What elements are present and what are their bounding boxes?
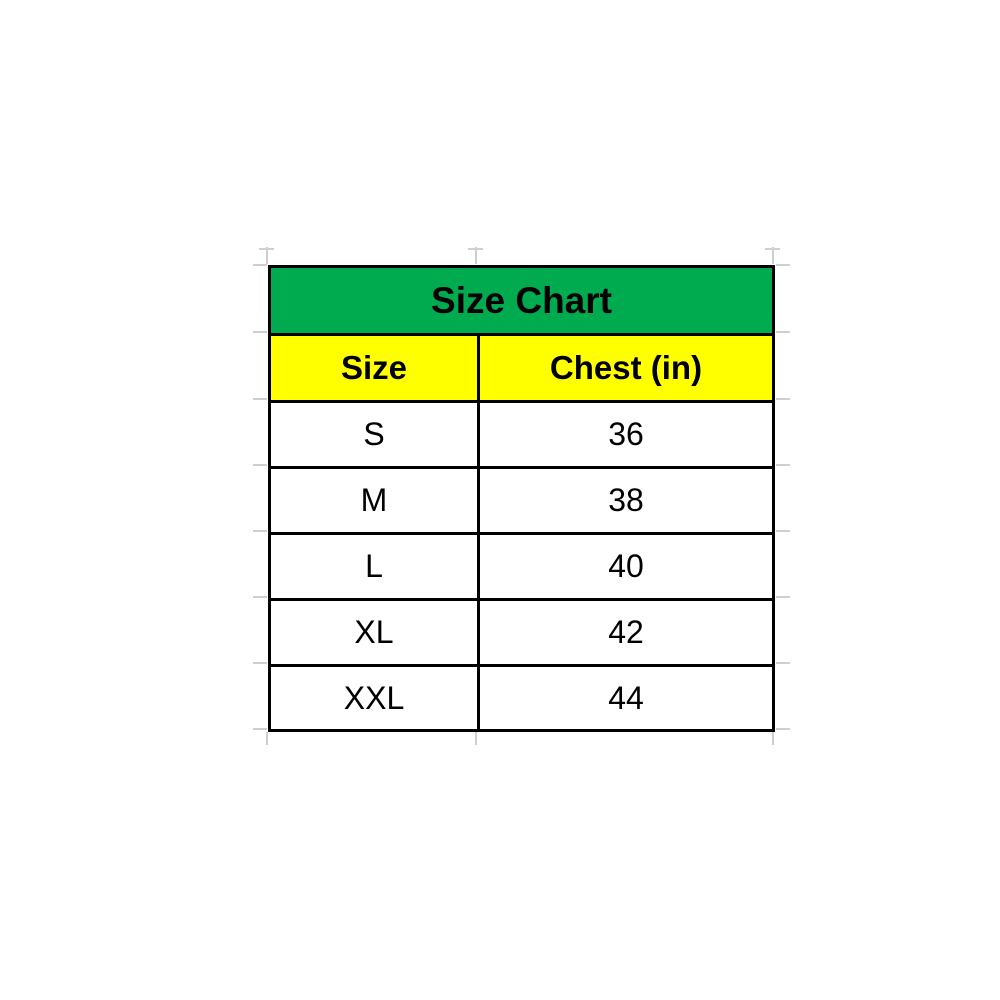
chest-cell: 40: [480, 535, 772, 598]
gridline-stub: [253, 728, 267, 730]
gridline-stub: [772, 732, 774, 745]
gridline-stub: [475, 732, 477, 745]
gridline-stub: [776, 662, 790, 664]
chest-cell: 36: [480, 403, 772, 466]
chest-cell: 42: [480, 601, 772, 664]
gridline-stub: [776, 728, 790, 730]
size-chart-table: Size Chart Size Chest (in) S 36 M 38 L 4…: [268, 265, 775, 732]
column-header-size: Size: [271, 336, 480, 400]
table-row-xxl: XXL 44: [271, 667, 772, 729]
gridline-stub: [776, 398, 790, 400]
gridline-stub: [259, 248, 274, 250]
gridline-stub: [253, 264, 267, 266]
gridline-stub: [776, 596, 790, 598]
table-header-row: Size Chest (in): [271, 336, 772, 403]
size-cell: XL: [271, 601, 480, 664]
column-header-chest: Chest (in): [480, 336, 772, 400]
gridline-stub: [253, 398, 267, 400]
gridline-stub: [765, 248, 780, 250]
table-title: Size Chart: [271, 268, 772, 333]
table-row-l: L 40: [271, 535, 772, 601]
gridline-stub: [776, 331, 790, 333]
size-cell: L: [271, 535, 480, 598]
gridline-stub: [475, 247, 477, 264]
gridline-stub: [776, 464, 790, 466]
table-row-s: S 36: [271, 403, 772, 469]
gridline-stub: [253, 596, 267, 598]
gridline-stub: [253, 331, 267, 333]
chest-cell: 44: [480, 667, 772, 729]
size-cell: M: [271, 469, 480, 532]
gridline-stub: [468, 248, 483, 250]
size-cell: XXL: [271, 667, 480, 729]
gridline-stub: [772, 247, 774, 264]
chest-cell: 38: [480, 469, 772, 532]
gridline-stub: [253, 530, 267, 532]
gridline-stub: [266, 247, 268, 264]
table-row-xl: XL 42: [271, 601, 772, 667]
gridline-stub: [253, 464, 267, 466]
size-cell: S: [271, 403, 480, 466]
table-title-row: Size Chart: [271, 268, 772, 336]
gridline-stub: [266, 732, 268, 745]
gridline-stub: [776, 530, 790, 532]
table-row-m: M 38: [271, 469, 772, 535]
gridline-stub: [253, 662, 267, 664]
gridline-stub: [776, 264, 790, 266]
